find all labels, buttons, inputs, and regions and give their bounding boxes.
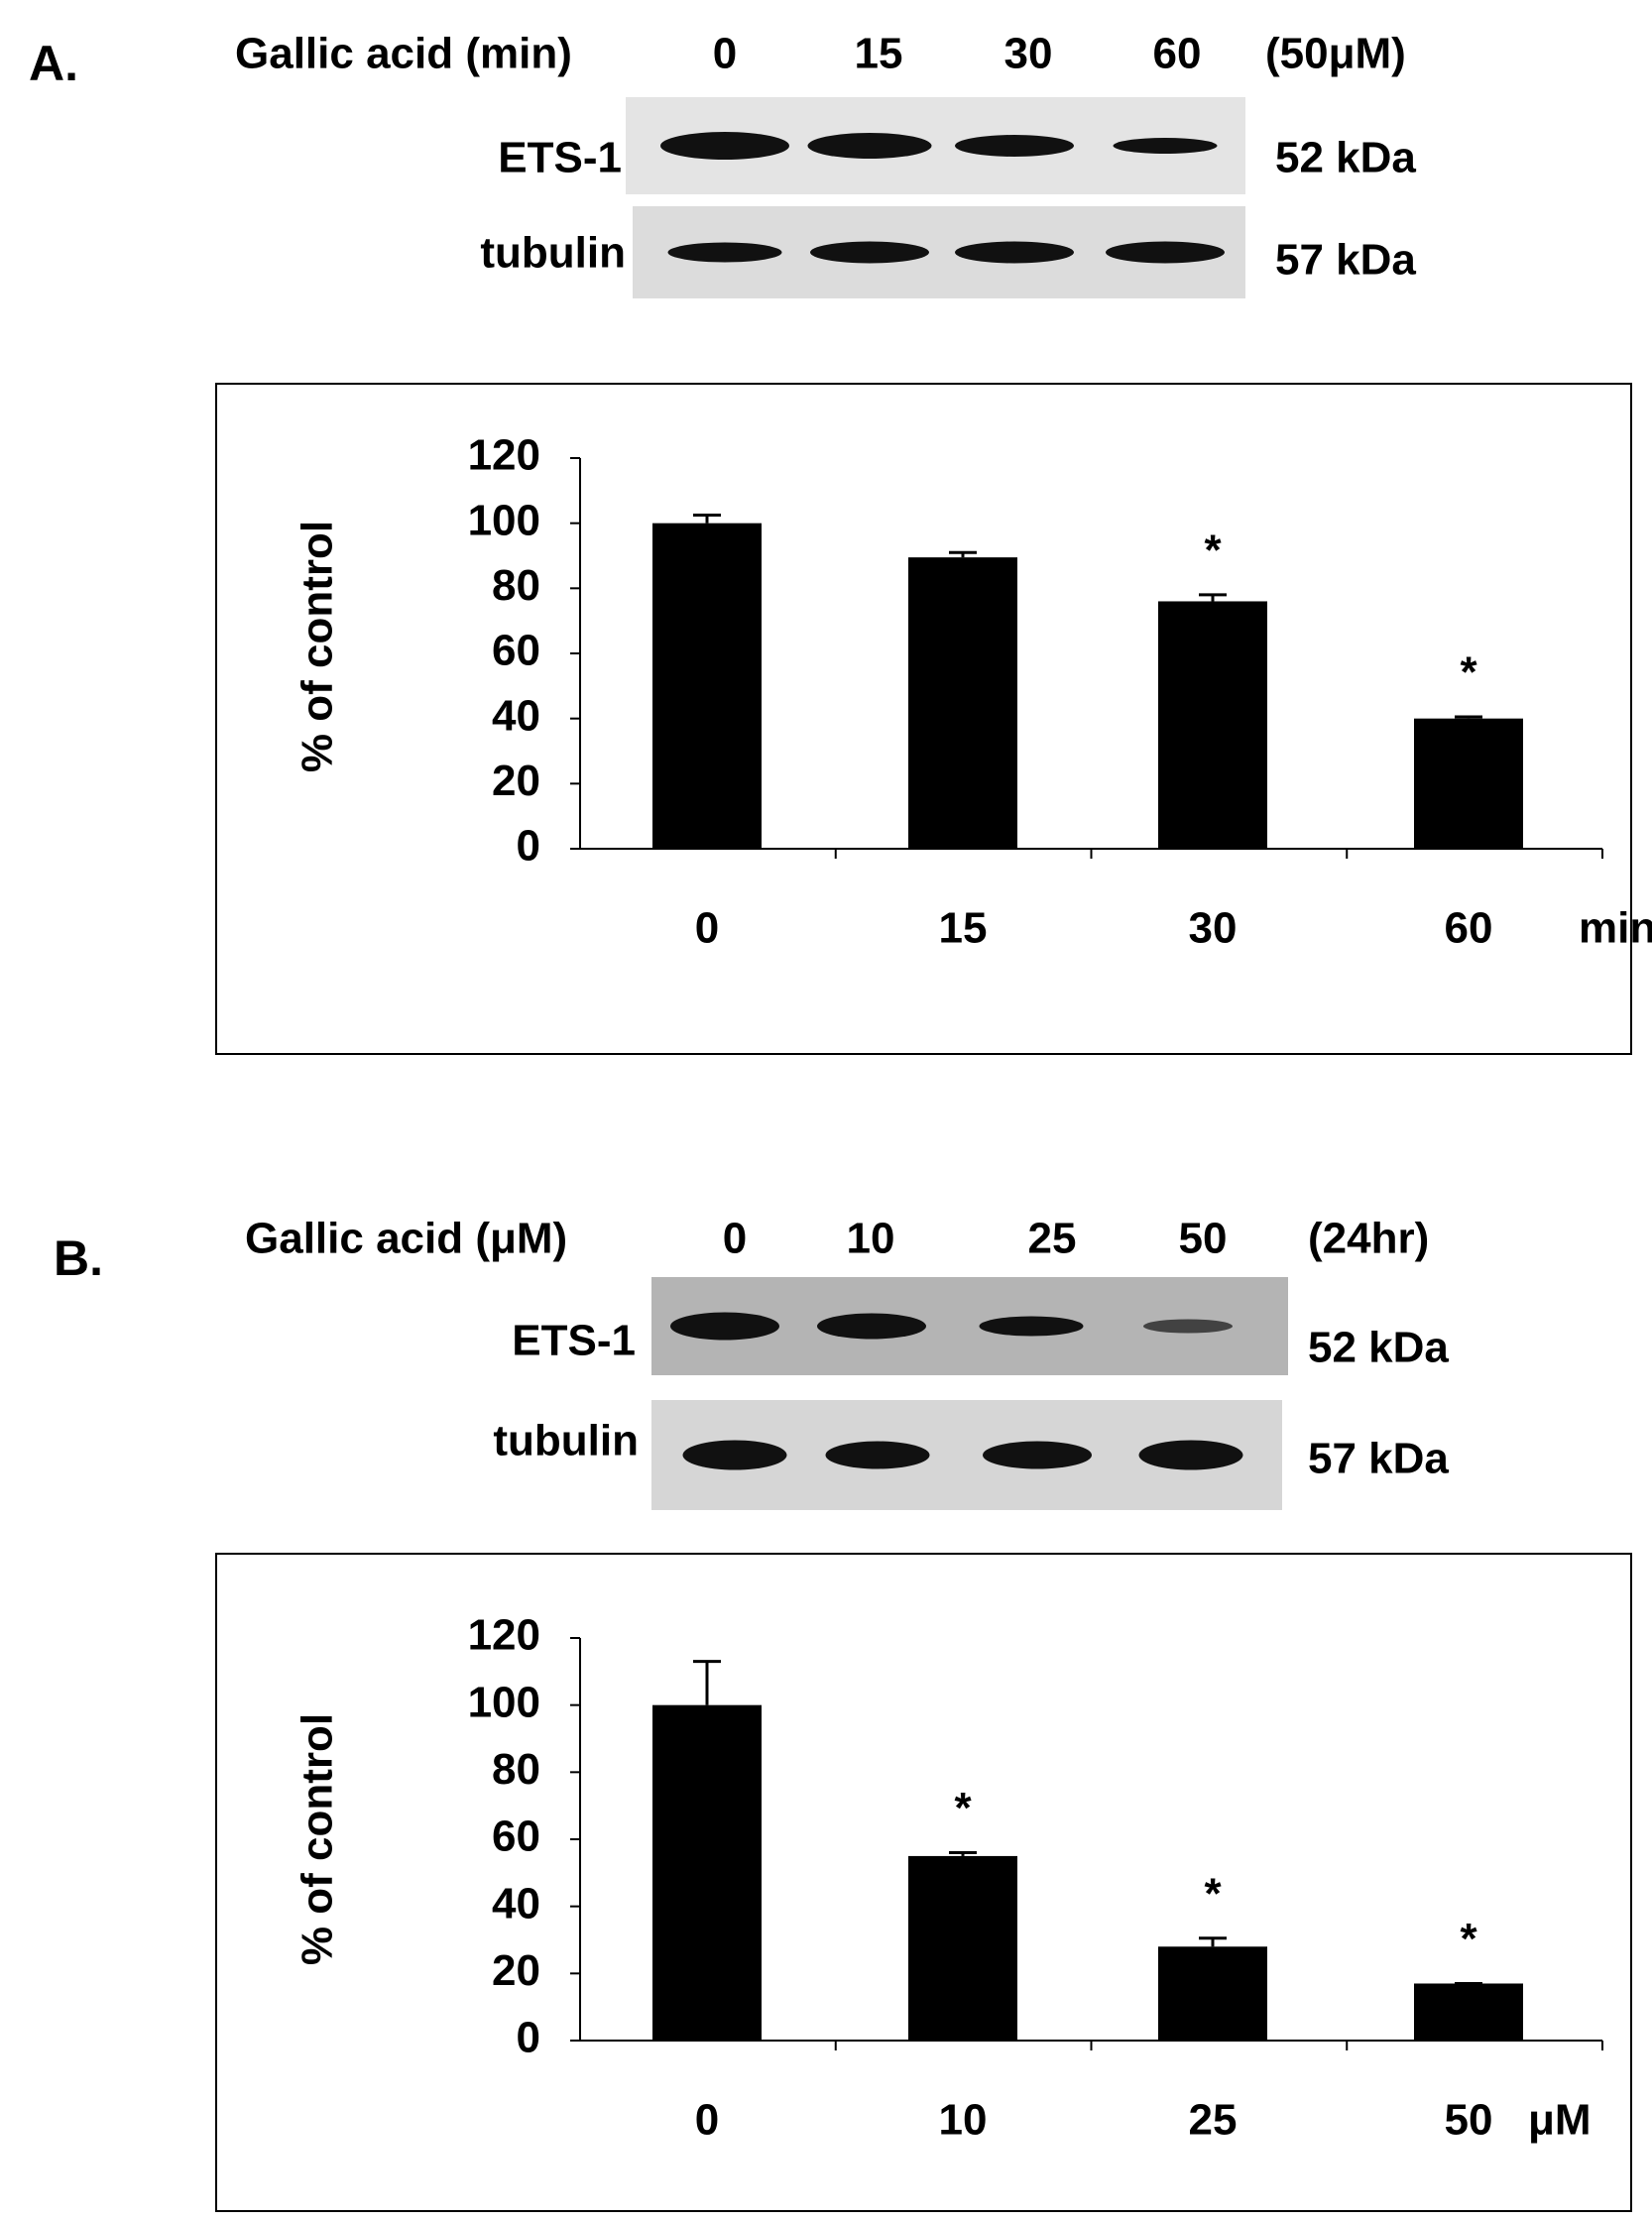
blot-band [807,133,932,159]
blot-band [955,241,1074,264]
lane-label: 50 [1179,1215,1228,1263]
chart-frame [215,1553,1632,2212]
bar [908,1855,1017,2041]
bar [1414,718,1523,849]
y-tick-label: 40 [492,691,540,740]
panel-label: A. [29,36,78,91]
x-tick-label: 60 [1445,904,1493,953]
x-tick-label: 10 [939,2096,988,2145]
y-tick-label: 80 [492,561,540,610]
lane-label: 60 [1153,30,1202,78]
blot-band [983,1441,1092,1469]
treatment-label: Gallic acid (min) [235,30,572,78]
lane-label: 10 [847,1215,895,1263]
y-tick-label: 60 [492,627,540,675]
y-tick-label: 120 [468,1611,540,1660]
bar [652,1704,762,2041]
protein-label: tubulin [480,229,626,278]
panel-label: B. [54,1230,103,1286]
y-axis-label: % of control [294,521,342,772]
x-unit-label: μM [1528,2096,1592,2145]
y-tick-label: 20 [492,757,540,805]
blot-band [1113,138,1218,154]
molecular-weight: 52 kDa [1308,1324,1449,1372]
y-tick-label: 20 [492,1946,540,1995]
blot-band [979,1316,1084,1337]
chart-frame [215,383,1632,1055]
x-tick-label: 50 [1445,2096,1493,2145]
bar [1414,1983,1523,2041]
y-tick-label: 100 [468,1678,540,1726]
blot-band [660,132,789,160]
blot-band [670,1312,779,1341]
blot-band [667,242,782,263]
bar [1158,1946,1267,2041]
blot-band [1138,1440,1243,1470]
panel: A. Gallic acid (min) 0 15 30 60 (50μM) ETS-1 52 … [29,30,1652,1055]
y-tick-label: 0 [517,822,540,871]
y-axis-label: % of control [294,1713,342,1965]
significance-mark: * [1460,648,1477,697]
condition-label: (50μM) [1265,30,1406,78]
lane-label: 15 [855,30,903,78]
y-tick-label: 40 [492,1879,540,1928]
y-tick-label: 0 [517,2014,540,2062]
blot-band [955,135,1074,157]
y-tick-label: 60 [492,1813,540,1861]
molecular-weight: 57 kDa [1275,236,1416,285]
molecular-weight: 52 kDa [1275,134,1416,182]
protein-label: tubulin [493,1417,639,1465]
blot-band [1106,241,1225,264]
x-tick-label: 30 [1189,904,1238,953]
condition-label: (24hr) [1308,1215,1429,1263]
bar [1158,601,1267,849]
x-tick-label: 15 [939,904,988,953]
lane-label: 25 [1028,1215,1077,1263]
x-tick-label: 0 [695,2096,719,2145]
blot-band [1143,1319,1233,1334]
lane-label: 0 [723,1215,747,1263]
blot-band [825,1441,930,1469]
blot-band [810,241,929,264]
x-tick-label: 0 [695,904,719,953]
lane-label: 30 [1004,30,1053,78]
significance-mark: * [954,1784,972,1832]
y-tick-label: 80 [492,1745,540,1794]
significance-mark: * [1460,1915,1477,1963]
molecular-weight: 57 kDa [1308,1435,1449,1483]
treatment-label: Gallic acid (μM) [245,1215,567,1263]
blot-band [817,1313,926,1340]
x-tick-label: 25 [1189,2096,1238,2145]
panel: B. Gallic acid (μM) 0 10 25 50 (24hr) ETS-1 52 k… [54,1215,1632,2212]
protein-label: ETS-1 [498,134,622,182]
y-tick-label: 100 [468,496,540,544]
x-unit-label: min [1579,904,1652,953]
blot-band [682,1440,787,1470]
bar [908,557,1017,849]
significance-mark: * [1204,526,1222,575]
bar [652,523,762,849]
lane-label: 0 [713,30,737,78]
protein-label: ETS-1 [512,1317,636,1365]
y-tick-label: 120 [468,431,540,480]
significance-mark: * [1204,1869,1222,1918]
